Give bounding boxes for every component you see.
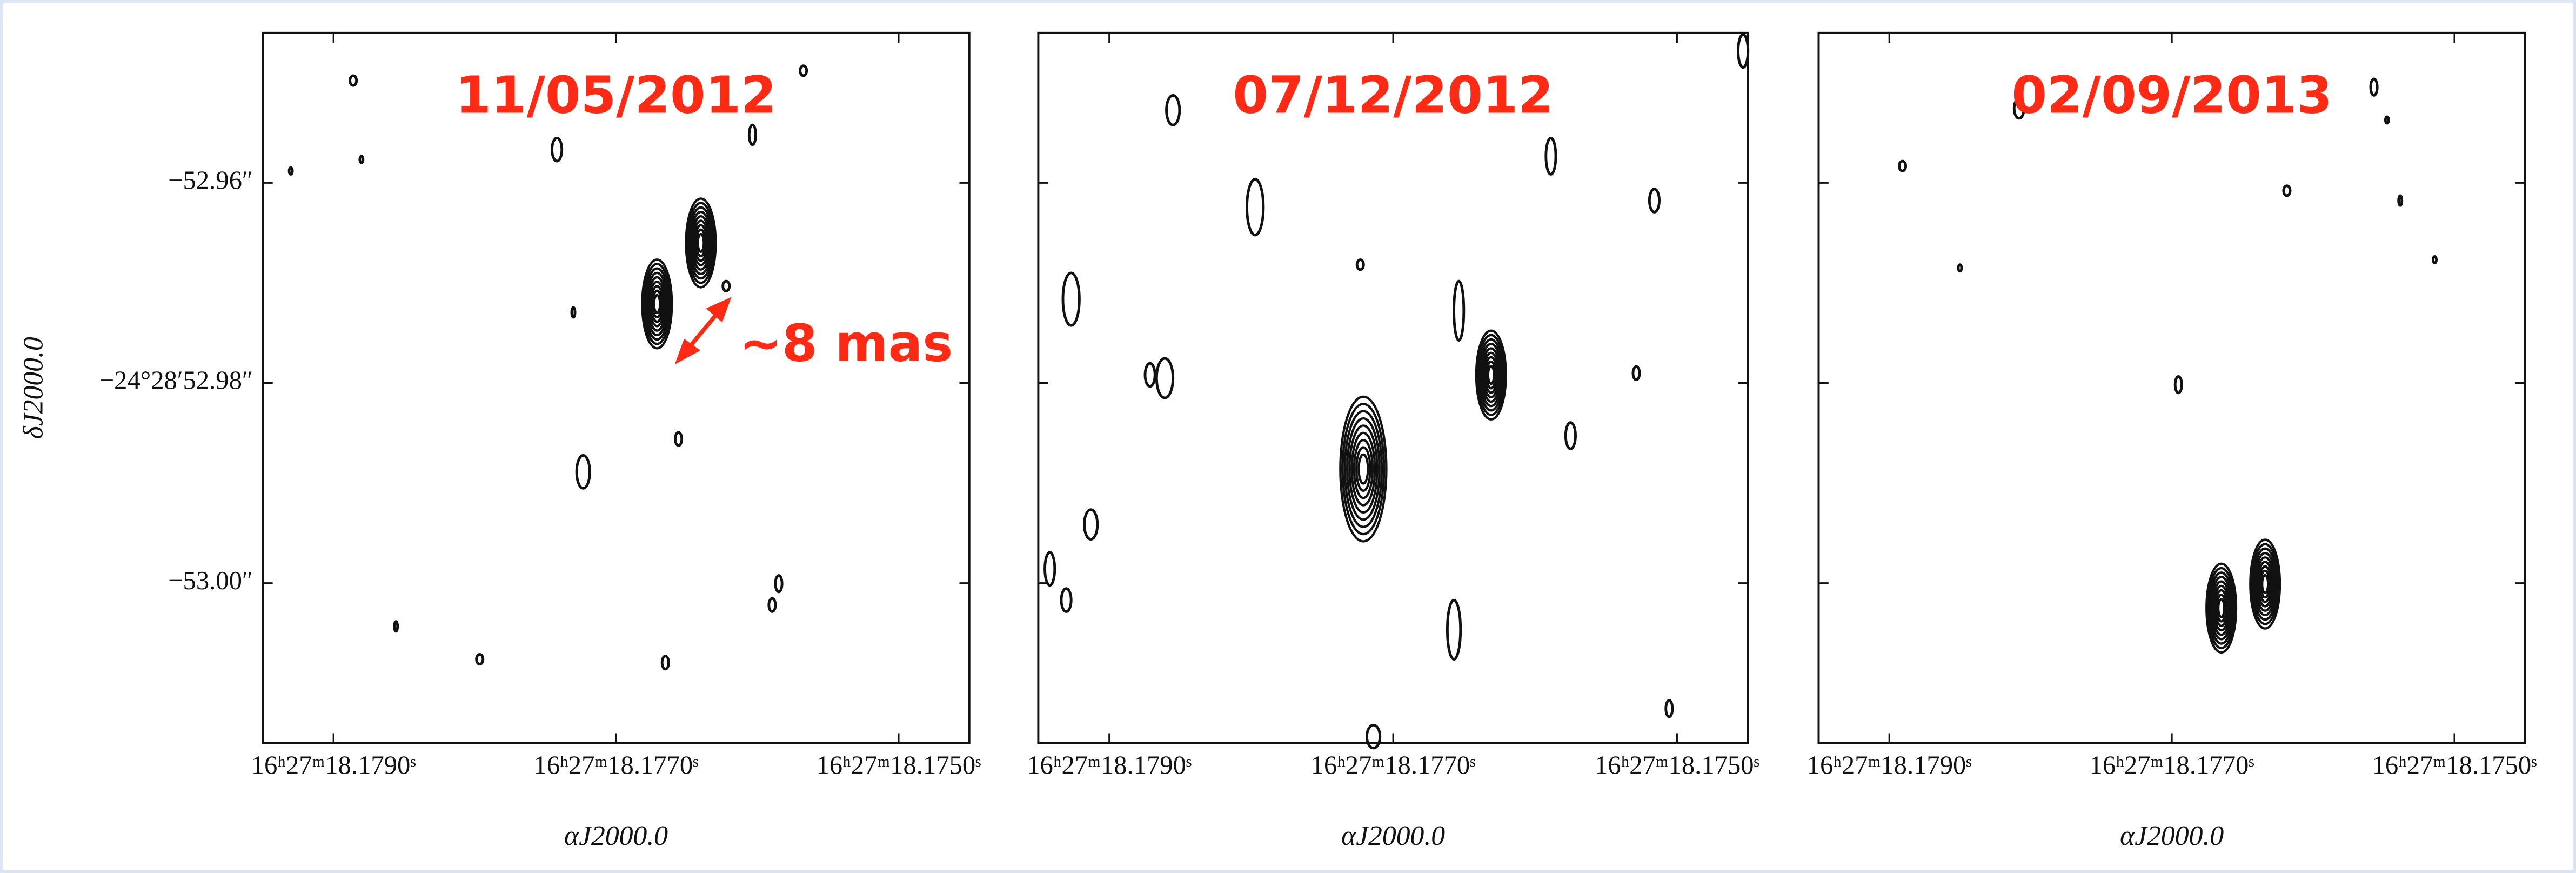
x-tick-label: 16ʰ27ᵐ18.1770ˢ <box>2090 751 2254 780</box>
x-tick-label: 16ʰ27ᵐ18.1790ˢ <box>1807 751 1972 780</box>
x-tick-label: 16ʰ27ᵐ18.1770ˢ <box>534 751 699 780</box>
x-tick-label: 16ʰ27ᵐ18.1750ˢ <box>816 751 981 780</box>
panel-title: 11/05/2012 <box>456 66 776 125</box>
x-axis-label: αJ2000.0 <box>1341 821 1445 851</box>
x-axis-label: αJ2000.0 <box>564 821 668 851</box>
figure: ~8 mas 11/05/2012 16ʰ27ᵐ18.1790ˢ 16ʰ27ᵐ18.… <box>0 0 2576 873</box>
x-tick-label: 16ʰ27ᵐ18.1790ˢ <box>251 751 416 780</box>
annotation: ~8 mas <box>739 315 953 374</box>
x-axis-label: αJ2000.0 <box>2120 821 2224 851</box>
x-tick-label: 16ʰ27ᵐ18.1750ˢ <box>2372 751 2537 780</box>
x-tick-label: 16ʰ27ᵐ18.1770ˢ <box>1311 751 1476 780</box>
y-tick-label: −53.00″ <box>168 566 253 595</box>
y-tick-label: −24°28′52.98″ <box>99 366 253 395</box>
panel-title: 07/12/2012 <box>1233 66 1553 125</box>
x-tick-label: 16ʰ27ᵐ18.1750ˢ <box>1595 751 1759 780</box>
y-axis-label: δJ2000.0 <box>18 337 49 439</box>
panel-title: 02/09/2013 <box>2011 66 2332 125</box>
x-tick-label: 16ʰ27ᵐ18.1790ˢ <box>1027 751 1192 780</box>
y-tick-label: −52.96″ <box>168 166 253 195</box>
